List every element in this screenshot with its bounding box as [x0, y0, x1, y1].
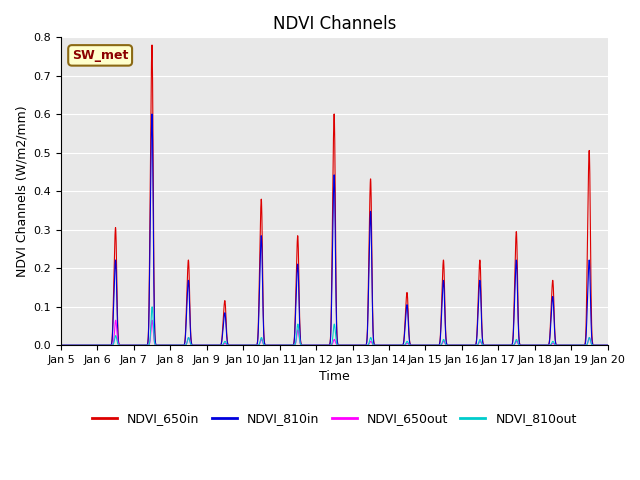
Line: NDVI_810in: NDVI_810in	[61, 114, 640, 345]
NDVI_810in	[479, 340, 486, 346]
NDVI_810out	[57, 342, 65, 348]
NDVI_650out	[177, 342, 184, 348]
NDVI_650out	[428, 342, 435, 348]
NDVI_810out	[428, 342, 435, 348]
NDVI_650in	[428, 342, 435, 348]
NDVI_810out	[551, 342, 559, 348]
X-axis label: Time: Time	[319, 371, 349, 384]
NDVI_650in	[148, 42, 156, 48]
NDVI_810out	[634, 342, 640, 348]
Title: NDVI Channels: NDVI Channels	[273, 15, 396, 33]
NDVI_650in	[516, 342, 524, 348]
NDVI_650out	[57, 342, 65, 348]
NDVI_650out	[551, 342, 559, 348]
NDVI_650in	[177, 342, 184, 348]
NDVI_810in	[516, 342, 524, 348]
NDVI_810in	[551, 335, 559, 341]
Line: NDVI_650out: NDVI_650out	[61, 320, 640, 345]
NDVI_650in	[634, 342, 640, 348]
NDVI_650in	[479, 339, 486, 345]
NDVI_810in	[634, 342, 640, 348]
NDVI_650out	[516, 342, 524, 348]
NDVI_810out	[479, 342, 486, 348]
NDVI_810in	[57, 342, 65, 348]
NDVI_810in	[428, 342, 435, 348]
NDVI_810in	[148, 111, 156, 117]
Line: NDVI_810out: NDVI_810out	[61, 307, 640, 345]
NDVI_650in	[551, 333, 559, 338]
NDVI_650in	[57, 342, 65, 348]
Legend: NDVI_650in, NDVI_810in, NDVI_650out, NDVI_810out: NDVI_650in, NDVI_810in, NDVI_650out, NDV…	[87, 407, 582, 430]
NDVI_810out	[148, 304, 156, 310]
NDVI_810out	[177, 342, 184, 348]
NDVI_650out	[112, 317, 120, 323]
Text: SW_met: SW_met	[72, 49, 129, 62]
Y-axis label: NDVI Channels (W/m2/mm): NDVI Channels (W/m2/mm)	[15, 106, 28, 277]
NDVI_810in	[177, 342, 184, 348]
Line: NDVI_650in: NDVI_650in	[61, 45, 640, 345]
NDVI_650out	[634, 342, 640, 348]
NDVI_650out	[479, 342, 486, 348]
NDVI_810out	[516, 342, 524, 348]
